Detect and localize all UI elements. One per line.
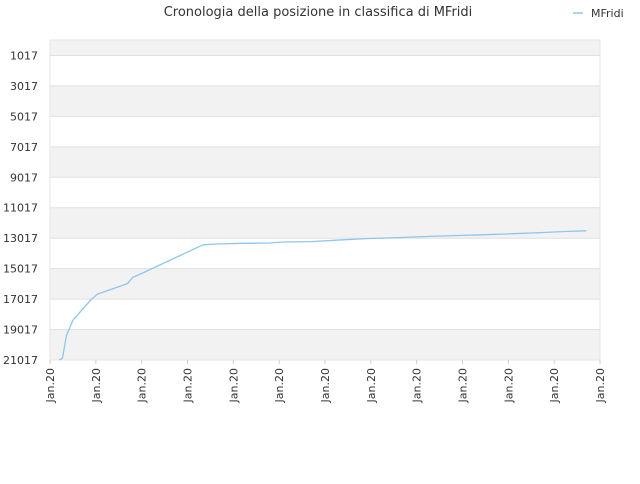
plot-band [50, 329, 600, 360]
series-layer [58, 230, 587, 361]
y-tick-label: 9017 [10, 171, 38, 184]
x-tick-label: Jan.20 [548, 368, 561, 403]
y-tick-label: 15017 [3, 263, 38, 276]
x-tick-label: Jan.20 [273, 368, 286, 403]
x-axis: Jan.20 Jan.20 Jan.20 Jan.20 Jan.20 Jan.20 Jan.… [44, 360, 607, 403]
plot-band [50, 268, 600, 300]
x-tick-label: Jan.20 [365, 368, 378, 403]
plot-band [50, 85, 600, 117]
y-axis: 1017 3017 5017 7017 9017 11017 13017 15017 17017… [3, 49, 38, 367]
x-tick-label: Jan.20 [136, 368, 149, 403]
x-tick-label: Jan.20 [90, 368, 103, 403]
y-tick-label: 21017 [3, 354, 38, 367]
legend-label-mfridi: MFridi [591, 7, 624, 20]
x-tick-label: Jan.20 [319, 368, 332, 403]
chart-title: Cronologia della posizione in classifica… [164, 5, 473, 20]
x-tick-label: Jan.20 [44, 368, 57, 403]
x-tick-label: Jan.20 [411, 368, 424, 403]
series-line-mfridi [58, 230, 587, 361]
y-tick-label: 7017 [10, 141, 38, 154]
plot-bands [50, 40, 600, 360]
x-tick-label: Jan.20 [457, 368, 470, 403]
x-tick-label: Jan.20 [502, 368, 515, 403]
x-tick-label: Jan.20 [227, 368, 240, 403]
plot-band [50, 207, 600, 239]
y-tick-label: 11017 [3, 202, 38, 215]
plot-band [50, 40, 600, 56]
legend[interactable]: MFridi [573, 7, 624, 20]
y-tick-label: 13017 [3, 232, 38, 245]
x-tick-label: Jan.20 [594, 368, 607, 403]
y-tick-label: 1017 [10, 49, 38, 62]
x-tick-label: Jan.20 [182, 368, 195, 403]
y-tick-label: 19017 [3, 324, 38, 337]
y-tick-label: 3017 [10, 80, 38, 93]
plot-band [50, 146, 600, 178]
y-tick-label: 17017 [3, 293, 38, 306]
y-tick-label: 5017 [10, 110, 38, 123]
